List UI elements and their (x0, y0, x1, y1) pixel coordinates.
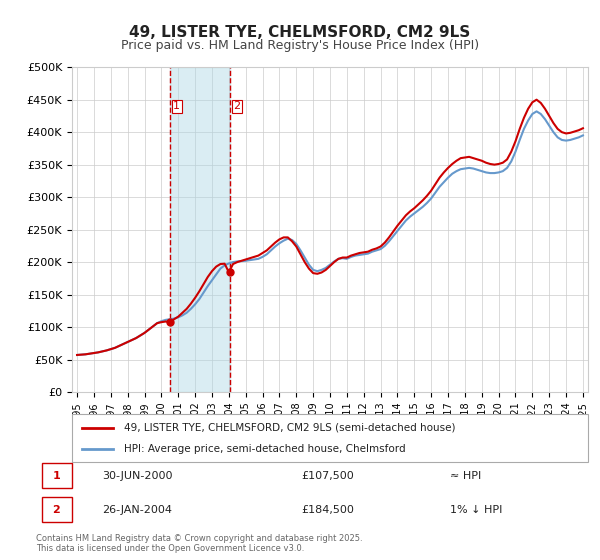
Text: £184,500: £184,500 (301, 505, 354, 515)
Text: Price paid vs. HM Land Registry's House Price Index (HPI): Price paid vs. HM Land Registry's House … (121, 39, 479, 52)
Text: £107,500: £107,500 (301, 471, 354, 481)
FancyBboxPatch shape (72, 414, 588, 462)
Text: 26-JAN-2004: 26-JAN-2004 (102, 505, 172, 515)
Text: Contains HM Land Registry data © Crown copyright and database right 2025.
This d: Contains HM Land Registry data © Crown c… (36, 534, 362, 553)
Text: 49, LISTER TYE, CHELMSFORD, CM2 9LS (semi-detached house): 49, LISTER TYE, CHELMSFORD, CM2 9LS (sem… (124, 423, 455, 433)
Bar (170, 67, 230, 392)
Text: 1: 1 (173, 101, 180, 111)
FancyBboxPatch shape (41, 497, 72, 522)
Text: 2: 2 (53, 505, 60, 515)
Text: 1% ↓ HPI: 1% ↓ HPI (450, 505, 502, 515)
Text: ≈ HPI: ≈ HPI (450, 471, 481, 481)
Text: HPI: Average price, semi-detached house, Chelmsford: HPI: Average price, semi-detached house,… (124, 444, 405, 454)
Text: 2: 2 (233, 101, 241, 111)
Text: 49, LISTER TYE, CHELMSFORD, CM2 9LS: 49, LISTER TYE, CHELMSFORD, CM2 9LS (130, 25, 470, 40)
Text: 30-JUN-2000: 30-JUN-2000 (102, 471, 173, 481)
Text: 1: 1 (53, 471, 60, 481)
FancyBboxPatch shape (41, 463, 72, 488)
